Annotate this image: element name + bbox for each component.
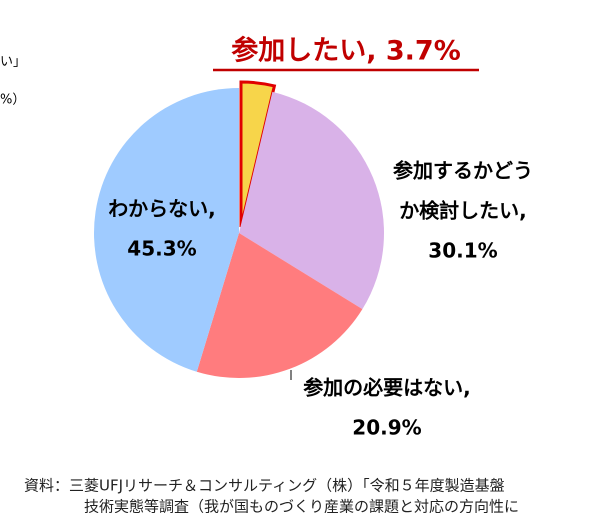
source: 資料：三菱UFJリサーチ＆コンサルティング（株）「令和５年度製造基盤: [24, 477, 505, 495]
value-label: 45.3%: [127, 237, 196, 261]
chart-title: 参加したい, 3.7%: [231, 35, 461, 67]
slice-label: か検討したい,: [399, 199, 527, 223]
pie-slice: [94, 88, 239, 372]
cropped-text: い」: [0, 55, 26, 70]
slice-label: 参加の必要はない,: [303, 376, 471, 400]
value-label: 20.9%: [352, 416, 421, 440]
slice-label: 参加するかどう: [393, 159, 533, 183]
pie-slice: [239, 91, 384, 310]
cropped-text: %）: [0, 93, 25, 108]
source: 技術実態等調査（我が国ものづくり産業の課題と対応の方向性に: [84, 498, 519, 513]
slice-label: わからない,: [108, 197, 216, 221]
pie-slice: [196, 233, 363, 378]
value-label: 30.1%: [428, 239, 497, 263]
